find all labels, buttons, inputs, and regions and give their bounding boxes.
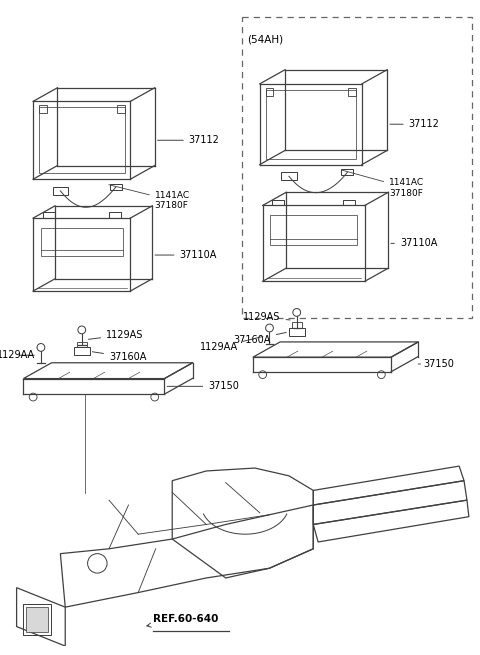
Text: 1129AS: 1129AS: [88, 330, 144, 340]
Bar: [24, 604, 51, 635]
Bar: [343, 200, 355, 206]
Text: 37110A: 37110A: [155, 250, 217, 260]
Bar: [26, 607, 48, 633]
Bar: [43, 212, 55, 218]
Text: 1129AA: 1129AA: [200, 337, 263, 352]
Bar: [292, 322, 301, 328]
Bar: [117, 105, 125, 113]
Bar: [265, 90, 356, 159]
Bar: [348, 88, 356, 96]
Bar: [39, 107, 125, 174]
Text: 37110A: 37110A: [391, 238, 437, 248]
Bar: [270, 215, 357, 246]
Bar: [74, 347, 90, 355]
Bar: [281, 172, 297, 180]
Bar: [265, 88, 274, 96]
Text: 37112: 37112: [157, 136, 220, 145]
Text: 1141AC
37180F: 1141AC 37180F: [342, 170, 424, 198]
Bar: [341, 170, 353, 176]
Bar: [53, 187, 68, 195]
Text: 37112: 37112: [390, 119, 440, 129]
Bar: [77, 342, 86, 347]
Text: 1141AC
37180F: 1141AC 37180F: [109, 185, 190, 210]
Bar: [242, 17, 472, 318]
Bar: [109, 212, 120, 218]
Text: 37150: 37150: [167, 381, 239, 391]
Text: 37160A: 37160A: [233, 333, 286, 345]
Text: REF.60-640: REF.60-640: [147, 614, 218, 627]
Text: 37160A: 37160A: [92, 352, 146, 362]
Bar: [39, 105, 47, 113]
Bar: [289, 328, 304, 336]
Text: (54AH): (54AH): [247, 34, 283, 45]
Text: 1129AA: 1129AA: [0, 350, 35, 360]
Text: 1129AS: 1129AS: [243, 312, 290, 322]
Text: 37150: 37150: [418, 359, 454, 369]
Bar: [273, 200, 284, 206]
Bar: [110, 184, 121, 190]
Bar: [41, 228, 122, 256]
